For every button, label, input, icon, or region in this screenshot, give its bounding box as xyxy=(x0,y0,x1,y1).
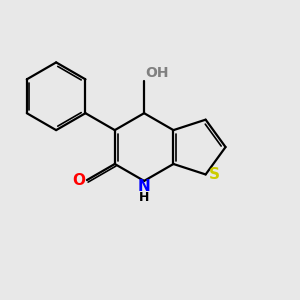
Text: O: O xyxy=(73,172,85,188)
Text: OH: OH xyxy=(146,66,169,80)
Text: S: S xyxy=(209,167,220,182)
Text: H: H xyxy=(139,191,149,204)
Text: N: N xyxy=(138,179,151,194)
